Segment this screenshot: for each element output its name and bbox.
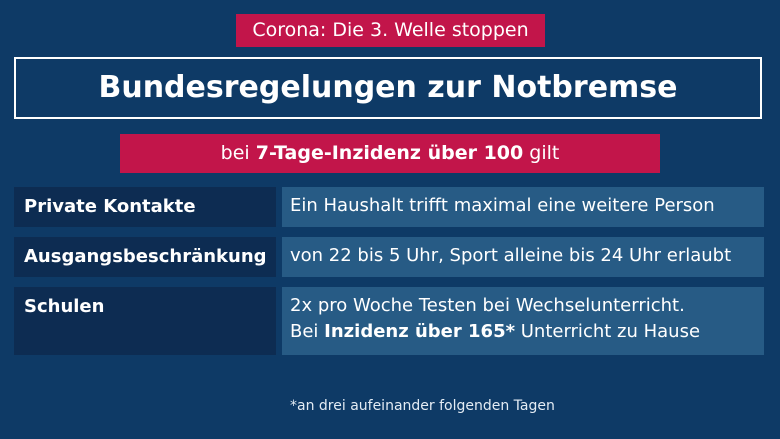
rule-value-line-2: Bei Inzidenz über 165* Unterricht zu Hau… bbox=[290, 319, 756, 345]
line2-bold: Inzidenz über 165* bbox=[324, 321, 516, 342]
rule-row-schools: Schulen 2x pro Woche Testen bei Wechselu… bbox=[14, 287, 764, 355]
rule-row-contacts: Private Kontakte Ein Haushalt trifft max… bbox=[14, 187, 764, 227]
rule-value: Ein Haushalt trifft maximal eine weitere… bbox=[282, 187, 764, 227]
page-title: Bundesregelungen zur Notbremse bbox=[14, 57, 762, 119]
rule-row-curfew: Ausgangsbeschränkung von 22 bis 5 Uhr, S… bbox=[14, 237, 764, 277]
line2-prefix: Bei bbox=[290, 321, 325, 342]
rule-label: Schulen bbox=[14, 287, 276, 355]
rule-label: Private Kontakte bbox=[14, 187, 276, 227]
rule-value: 2x pro Woche Testen bei Wechselunterrich… bbox=[282, 287, 764, 355]
topic-tag: Corona: Die 3. Welle stoppen bbox=[236, 14, 545, 47]
rule-label: Ausgangsbeschränkung bbox=[14, 237, 276, 277]
subtitle-banner: bei 7-Tage-Inzidenz über 100 gilt bbox=[120, 134, 660, 173]
subtitle-suffix: gilt bbox=[523, 142, 560, 164]
rule-value: von 22 bis 5 Uhr, Sport alleine bis 24 U… bbox=[282, 237, 764, 277]
rule-value-line-1: 2x pro Woche Testen bei Wechselunterrich… bbox=[290, 295, 685, 316]
subtitle-bold: 7-Tage-Inzidenz über 100 bbox=[255, 142, 524, 164]
footnote: *an drei aufeinander folgenden Tagen bbox=[290, 398, 555, 414]
line2-suffix: Unterricht zu Hause bbox=[515, 321, 701, 342]
subtitle-prefix: bei bbox=[220, 142, 256, 164]
